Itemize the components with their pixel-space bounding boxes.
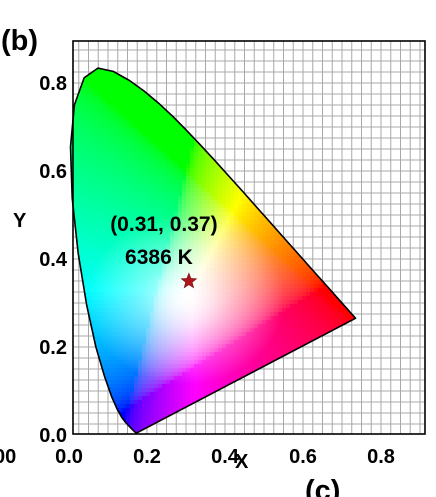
- x-tick-label: 0.8: [367, 446, 395, 468]
- y-axis-label: Y: [13, 210, 27, 232]
- x-axis-ticks: 0.0 0.2 0.4 0.6 0.8: [55, 446, 395, 468]
- x-tick-label: 0.6: [289, 446, 317, 468]
- panel-label: (b): [1, 25, 38, 57]
- point-star-marker: [180, 272, 198, 289]
- spectral-locus-outline: [69, 67, 357, 434]
- plot-frame: [72, 40, 426, 435]
- point-coordinate-label: (0.31, 0.37): [110, 213, 217, 236]
- y-tick-label: 0.6: [39, 161, 67, 183]
- x-axis-label: X: [235, 451, 249, 473]
- point-cct-label: 6386 K: [125, 246, 193, 269]
- x-tick-label: 0.2: [133, 446, 161, 468]
- y-tick-label: 0.8: [39, 73, 67, 95]
- y-tick-label: 0.0: [39, 425, 67, 447]
- y-tick-label: 0.2: [39, 337, 67, 359]
- chromaticity-points: (0.31, 0.37) 6386 K: [110, 213, 218, 289]
- x-tick-label: 0.4: [211, 446, 240, 468]
- bottom-clipped-label: (c): [305, 475, 340, 497]
- left-clipped-tick: 00: [0, 446, 16, 468]
- y-tick-label: 0.4: [39, 249, 68, 271]
- y-axis-ticks: 0.0 0.2 0.4 0.6 0.8: [39, 73, 68, 447]
- x-tick-label: 0.0: [55, 446, 83, 468]
